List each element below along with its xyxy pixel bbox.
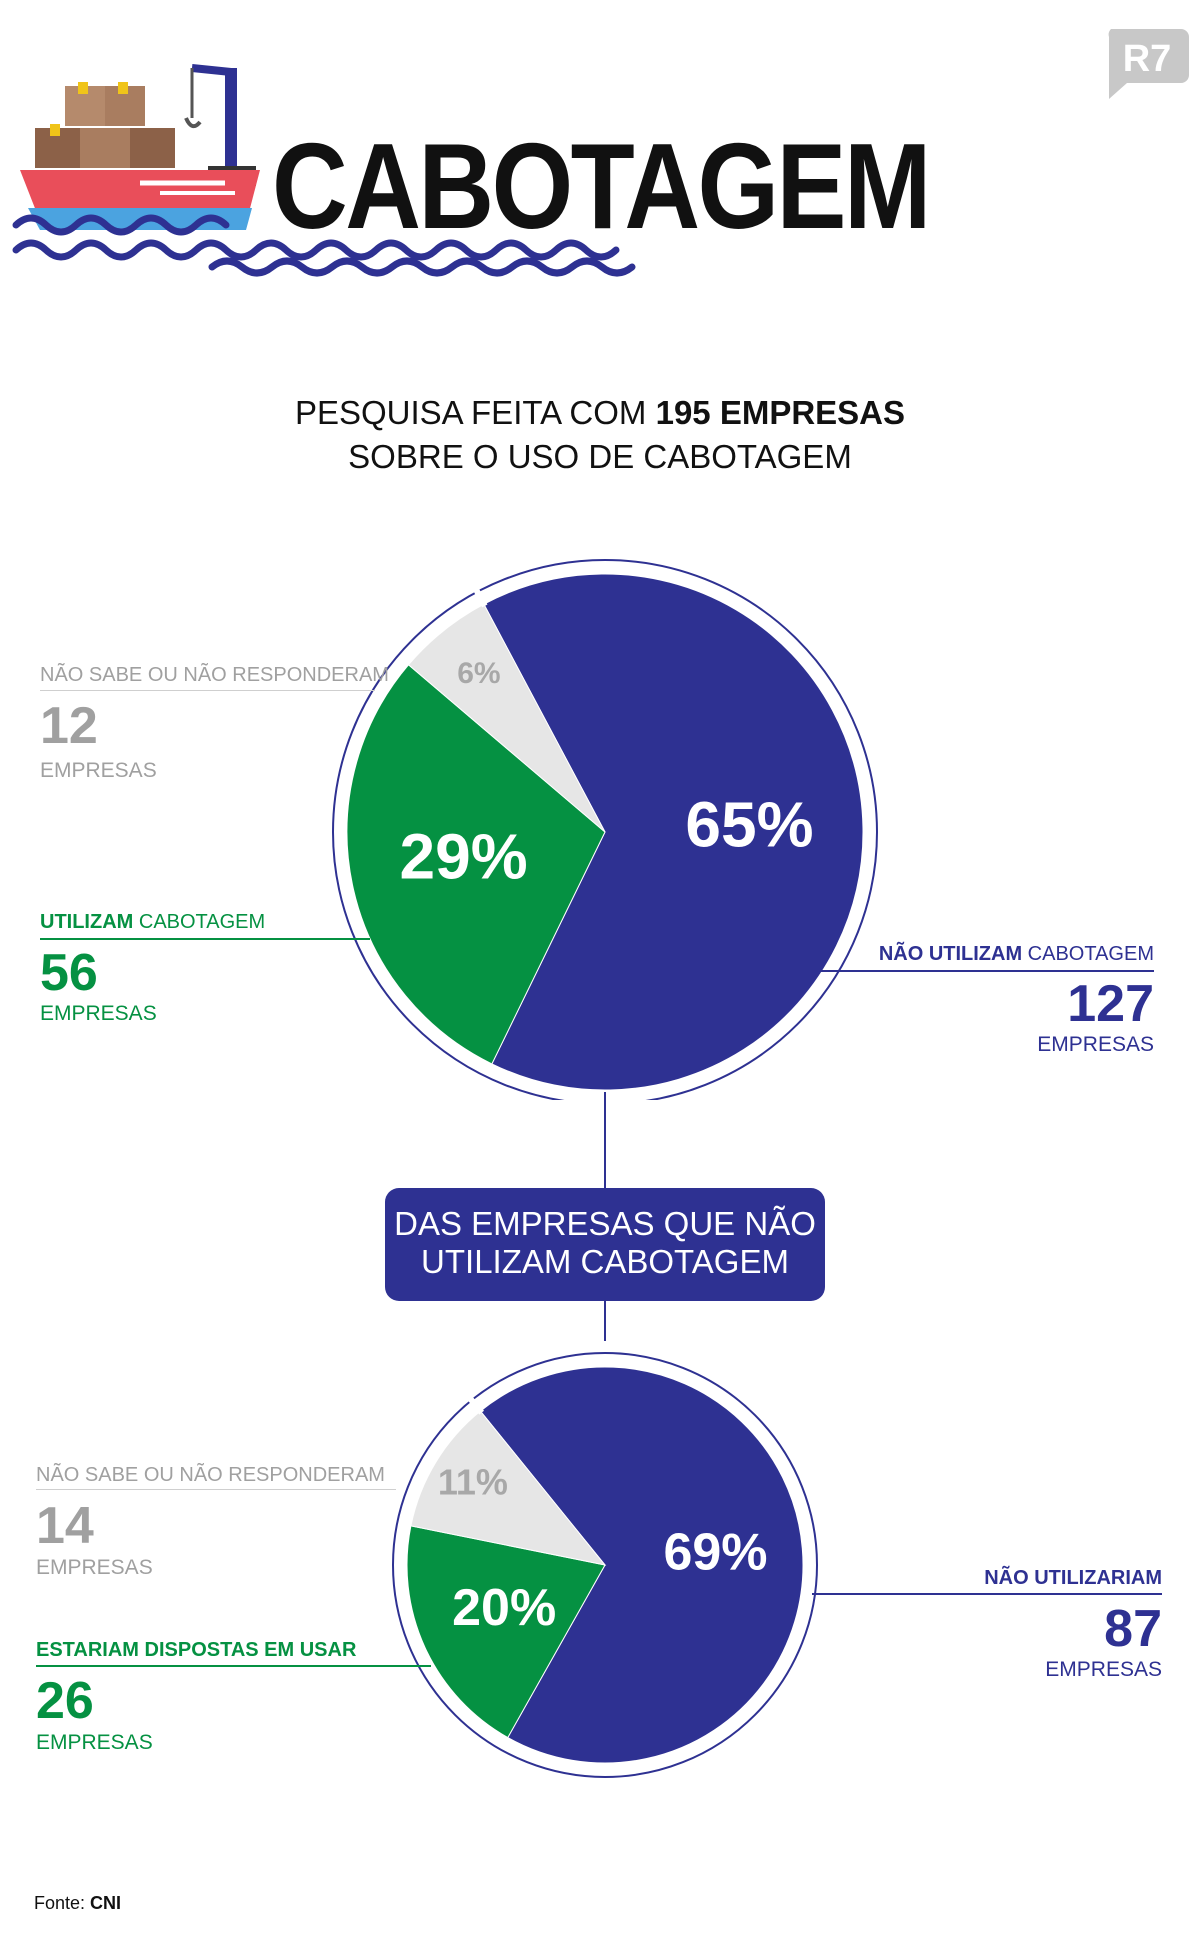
pie1-green-count: 56: [40, 944, 98, 1002]
pie1-green-unit: EMPRESAS: [40, 1002, 157, 1025]
intro-company-count: 195 EMPRESAS: [655, 394, 906, 431]
waves-icon: [12, 214, 636, 277]
pie1-grey-label: NÃO SABE OU NÃO RESPONDERAM: [40, 664, 389, 686]
pie1-grey-unit: EMPRESAS: [40, 759, 157, 782]
connector-line-bottom: [604, 1301, 606, 1341]
logo-text: R7: [1123, 38, 1172, 80]
pie-chart-usage: 65% 29% 6%: [332, 559, 878, 1100]
pie2-green-label: ESTARIAM DISPOSTAS EM USAR: [36, 1639, 357, 1661]
pie1-grey-count: 12: [40, 697, 98, 755]
non-users-section-box: DAS EMPRESAS QUE NÃO UTILIZAM CABOTAGEM: [385, 1188, 825, 1301]
pie2-navy-label: NÃO UTILIZARIAM: [984, 1567, 1162, 1589]
pie1-navy-label: NÃO UTILIZAM CABOTAGEM: [878, 943, 1154, 965]
pie1-slice-navy: [483, 573, 864, 1091]
pie1-grey-leader: [40, 690, 375, 691]
source-prefix: Fonte:: [34, 1893, 91, 1913]
pie1-ring-gap: [471, 585, 488, 608]
source-name: CNI: [90, 1893, 122, 1913]
pie2-green-unit: EMPRESAS: [36, 1731, 153, 1754]
connector-line-top: [604, 1092, 606, 1188]
pie2-green-count: 26: [36, 1672, 94, 1730]
box-line-2: UTILIZAM CABOTAGEM: [421, 1243, 789, 1280]
pie2-slice-green: [406, 1525, 606, 1739]
pie2-outer-ring: [392, 1352, 818, 1778]
pie1-navy-leader: [820, 970, 1154, 972]
pie-chart-willingness: 69% 20% 11%: [392, 1352, 818, 1778]
pie2-slice-navy: [479, 1366, 804, 1764]
pie1-outer-ring: [332, 559, 878, 1100]
pie1-slice-green: [346, 664, 606, 1065]
pie2-navy-leader: [812, 1593, 1162, 1595]
pie2-percent-green: 20%: [452, 1579, 556, 1637]
pie2-percent-navy: 69%: [663, 1523, 767, 1581]
intro-prefix: PESQUISA FEITA COM: [294, 394, 656, 431]
pie2-percent-grey: 11%: [438, 1462, 508, 1503]
r7-logo-icon: R7: [1108, 29, 1189, 99]
pie1-navy-count: 127: [1067, 975, 1154, 1033]
pie1-percent-grey: 6%: [457, 657, 500, 690]
pie2-slice-grey: [410, 1410, 607, 1566]
box-line-1: DAS EMPRESAS QUE NÃO: [394, 1205, 816, 1242]
pie1-green-label: UTILIZAM CABOTAGEM: [40, 911, 266, 933]
intro-line-1: PESQUISA FEITA COM 195 EMPRESAS: [0, 396, 1200, 429]
pie1-percent-green: 29%: [400, 820, 528, 892]
intro-line-2: SOBRE O USO DE CABOTAGEM: [348, 438, 852, 475]
pie2-grey-label: NÃO SABE OU NÃO RESPONDERAM: [36, 1464, 385, 1486]
pie2-navy-unit: EMPRESAS: [1045, 1658, 1162, 1681]
pie1-green-leader: [40, 938, 370, 940]
page-title: CABOTAGEM: [272, 118, 931, 254]
pie2-green-leader: [36, 1665, 431, 1667]
pie2-grey-leader: [36, 1489, 396, 1490]
pie2-ring-gap: [465, 1393, 484, 1415]
pie2-grey-unit: EMPRESAS: [36, 1556, 153, 1579]
pie1-percent-navy: 65%: [685, 788, 813, 860]
source-credit: Fonte: CNI: [34, 1893, 121, 1914]
pie2-navy-count: 87: [1104, 1600, 1162, 1658]
pie2-grey-count: 14: [36, 1497, 94, 1555]
cargo-ship-icon: [20, 64, 260, 230]
pie1-navy-unit: EMPRESAS: [1037, 1033, 1154, 1056]
